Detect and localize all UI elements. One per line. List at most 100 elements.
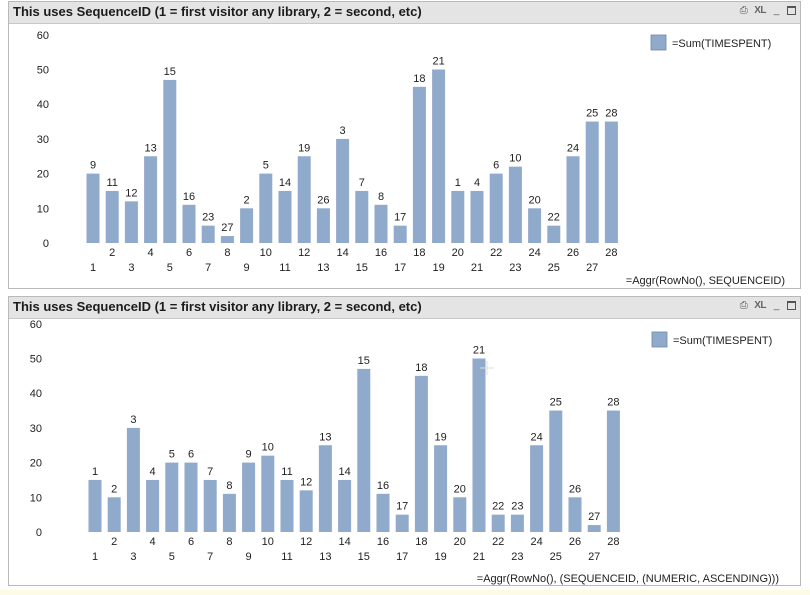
bar[interactable] xyxy=(530,445,544,532)
bar[interactable] xyxy=(124,201,138,243)
bar[interactable] xyxy=(604,121,618,243)
minimize-icon[interactable]: _ xyxy=(773,5,780,16)
bar[interactable] xyxy=(355,190,369,243)
x-tick-label: 6 xyxy=(188,536,194,548)
bar[interactable] xyxy=(107,497,121,532)
bar[interactable] xyxy=(412,86,426,243)
bar[interactable] xyxy=(434,445,448,532)
bar[interactable] xyxy=(566,156,580,243)
bar-value-label: 21 xyxy=(473,345,485,357)
bar-value-label: 18 xyxy=(415,362,427,374)
bar[interactable] xyxy=(146,479,160,532)
legend-label: =Sum(TIMESPENT) xyxy=(673,335,772,347)
bar[interactable] xyxy=(414,375,428,532)
export-excel-button[interactable]: XL xyxy=(754,300,766,311)
bar-value-label: 22 xyxy=(548,212,560,224)
y-tick-label: 60 xyxy=(37,30,49,42)
x-tick-label: 24 xyxy=(530,536,542,548)
bar-value-label: 18 xyxy=(413,73,425,85)
bar[interactable] xyxy=(451,190,465,243)
bar[interactable] xyxy=(184,462,198,532)
bar[interactable] xyxy=(182,204,196,243)
bar-value-label: 13 xyxy=(144,142,156,154)
bar[interactable] xyxy=(165,462,179,532)
bar[interactable] xyxy=(201,225,215,243)
bar[interactable] xyxy=(297,156,311,243)
bar[interactable] xyxy=(126,427,140,532)
bar[interactable] xyxy=(528,208,542,243)
bar-value-label: 1 xyxy=(455,177,461,189)
y-tick-label: 0 xyxy=(36,527,42,539)
bar[interactable] xyxy=(222,493,236,532)
bar-value-label: 5 xyxy=(263,160,269,172)
bar[interactable] xyxy=(508,166,522,243)
x-tick-label: 19 xyxy=(432,262,444,274)
bar[interactable] xyxy=(163,79,177,243)
x-tick-label: 15 xyxy=(356,262,368,274)
y-tick-label: 40 xyxy=(37,99,49,111)
print-icon[interactable]: ⎙ xyxy=(739,5,748,16)
bar[interactable] xyxy=(105,190,119,243)
x-tick-label: 11 xyxy=(281,551,292,563)
bar[interactable] xyxy=(220,236,234,243)
bar[interactable] xyxy=(585,121,599,243)
bar[interactable] xyxy=(278,190,292,243)
bar[interactable] xyxy=(280,479,294,532)
bar[interactable] xyxy=(547,225,561,243)
x-tick-label: 21 xyxy=(473,551,485,563)
bar[interactable] xyxy=(374,204,388,243)
bar-value-label: 24 xyxy=(567,142,579,154)
bar-value-label: 23 xyxy=(202,212,214,224)
maximize-icon[interactable] xyxy=(787,301,796,310)
bar[interactable] xyxy=(299,490,313,532)
bar-value-label: 27 xyxy=(588,511,600,523)
bar[interactable] xyxy=(568,497,582,532)
bar[interactable] xyxy=(472,358,486,533)
bar-value-label: 19 xyxy=(298,142,310,154)
bar[interactable] xyxy=(393,225,407,243)
bar[interactable] xyxy=(587,525,601,532)
x-tick-label: 2 xyxy=(111,536,117,548)
bar[interactable] xyxy=(336,138,350,243)
bar[interactable] xyxy=(453,497,467,532)
bar-value-label: 28 xyxy=(607,397,619,409)
bar[interactable] xyxy=(318,445,332,532)
bar[interactable] xyxy=(491,514,505,532)
bar[interactable] xyxy=(259,173,273,243)
bar-value-label: 6 xyxy=(188,449,194,461)
bar[interactable] xyxy=(376,493,390,532)
bar-value-label: 1 xyxy=(92,466,98,478)
bar[interactable] xyxy=(470,190,484,243)
bar[interactable] xyxy=(549,410,563,532)
bar[interactable] xyxy=(316,208,330,243)
bar[interactable] xyxy=(203,479,217,532)
bar-value-label: 5 xyxy=(169,449,175,461)
bar[interactable] xyxy=(240,208,254,243)
bar-value-label: 17 xyxy=(396,501,408,513)
print-icon[interactable]: ⎙ xyxy=(739,300,748,311)
bar-value-label: 26 xyxy=(569,483,581,495)
minimize-icon[interactable]: _ xyxy=(773,300,780,311)
bar[interactable] xyxy=(489,173,503,243)
bar[interactable] xyxy=(88,479,102,532)
bar[interactable] xyxy=(510,514,524,532)
bar[interactable] xyxy=(606,410,620,532)
bar[interactable] xyxy=(357,368,371,532)
bar-value-label: 10 xyxy=(509,153,521,165)
bar[interactable] xyxy=(242,462,256,532)
bar[interactable] xyxy=(432,69,446,244)
export-excel-button[interactable]: XL xyxy=(754,5,766,16)
bar[interactable] xyxy=(86,173,100,243)
bar[interactable] xyxy=(395,514,409,532)
x-tick-label: 21 xyxy=(471,262,483,274)
x-tick-label: 16 xyxy=(375,247,387,259)
bar[interactable] xyxy=(261,455,275,532)
x-tick-label: 1 xyxy=(90,262,96,274)
bar-value-label: 16 xyxy=(183,191,195,203)
bar[interactable] xyxy=(338,479,352,532)
maximize-icon[interactable] xyxy=(787,6,796,15)
bar[interactable] xyxy=(144,156,158,243)
x-tick-label: 22 xyxy=(492,536,504,548)
